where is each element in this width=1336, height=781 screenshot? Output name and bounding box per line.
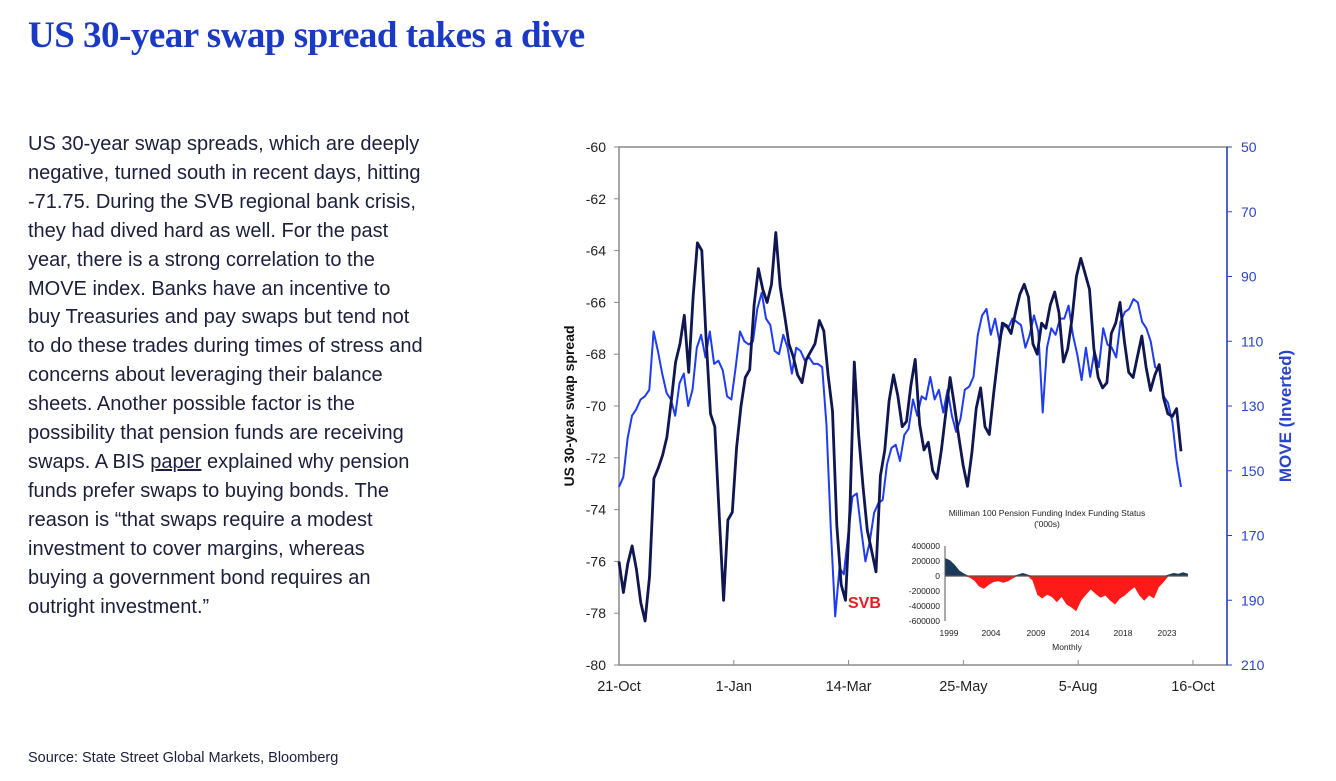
y-axis-title: US 30-year swap spread (561, 325, 577, 486)
inset-y-tick-label: 0 (935, 571, 940, 581)
right-tick-label: 150 (1241, 463, 1265, 479)
x-tick-label: 21-Oct (597, 679, 641, 695)
bis-paper-link[interactable]: paper (150, 450, 202, 473)
right-tick-label: 210 (1241, 657, 1265, 673)
left-tick-label: -74 (586, 502, 606, 518)
right-tick-label: 110 (1241, 333, 1264, 349)
right-tick-label: 170 (1241, 528, 1265, 544)
inset-y-tick-label: -400000 (909, 601, 940, 611)
source-note: Source: State Street Global Markets, Blo… (28, 750, 339, 766)
swap-series-line (617, 231, 1183, 623)
left-tick-label: -64 (586, 243, 606, 259)
right-tick-label: 70 (1241, 204, 1257, 220)
left-tick-label: -70 (586, 398, 606, 414)
left-tick-label: -62 (586, 191, 606, 207)
left-tick-label: -72 (586, 450, 606, 466)
inset-x-tick-label: 2014 (1071, 628, 1090, 638)
right-tick-label: 190 (1241, 592, 1265, 608)
right-tick-label: 130 (1241, 398, 1265, 414)
left-tick-label: -68 (586, 346, 606, 362)
inset-subtitle: ('000s) (1034, 519, 1060, 529)
y2-axis-title: MOVE (Inverted) (1276, 350, 1295, 482)
left-tick-label: -78 (586, 605, 606, 621)
x-tick-label: 25-May (939, 679, 988, 695)
inset-x-axis-title: Monthly (1052, 642, 1083, 652)
inset-negative-area (945, 576, 1188, 612)
inset-y-tick-label: -600000 (909, 616, 940, 626)
inset-y-tick-label: 400000 (912, 541, 941, 551)
left-tick-label: -66 (586, 294, 606, 310)
move-series-line (618, 291, 1182, 618)
right-tick-label: 90 (1241, 269, 1257, 285)
x-tick-label: 1-Jan (716, 679, 752, 695)
right-tick-label: 50 (1241, 139, 1257, 155)
commentary-part-1: US 30-year swap spreads, which are deepl… (28, 133, 423, 473)
svb-annotation: SVB (848, 595, 881, 612)
left-tick-label: -60 (586, 139, 606, 155)
commentary-text: US 30-year swap spreads, which are deepl… (28, 130, 428, 621)
inset-x-tick-label: 2023 (1158, 628, 1177, 638)
inset-x-tick-label: 2018 (1114, 628, 1133, 638)
inset-x-tick-label: 2004 (982, 628, 1001, 638)
page-title: US 30-year swap spread takes a dive (28, 15, 585, 56)
commentary-part-2: explained why pension funds prefer swaps… (28, 450, 410, 618)
inset-x-tick-label: 1999 (940, 628, 959, 638)
inset-x-tick-label: 2009 (1027, 628, 1046, 638)
left-tick-label: -80 (586, 657, 606, 673)
inset-y-tick-label: -200000 (909, 586, 940, 596)
x-tick-label: 14-Mar (826, 679, 872, 695)
left-tick-label: -76 (586, 553, 606, 569)
x-tick-label: 5-Aug (1059, 679, 1098, 695)
inset-title: Milliman 100 Pension Funding Index Fundi… (949, 508, 1146, 518)
x-tick-label: 16-Oct (1171, 679, 1215, 695)
inset-y-tick-label: 200000 (912, 556, 941, 566)
